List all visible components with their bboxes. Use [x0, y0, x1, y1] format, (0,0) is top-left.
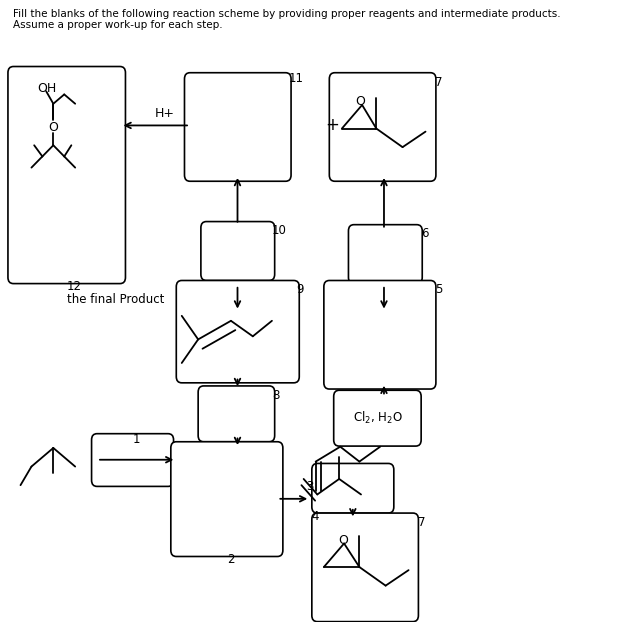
Text: 7: 7 — [418, 516, 426, 529]
Text: the final Product: the final Product — [67, 293, 164, 306]
Text: 10: 10 — [272, 224, 287, 237]
FancyBboxPatch shape — [324, 280, 436, 389]
Text: 2: 2 — [227, 553, 235, 566]
FancyBboxPatch shape — [92, 434, 173, 487]
Text: 1: 1 — [132, 434, 140, 447]
Text: OH: OH — [37, 82, 56, 95]
FancyBboxPatch shape — [312, 513, 419, 622]
FancyBboxPatch shape — [329, 73, 436, 181]
FancyBboxPatch shape — [348, 225, 422, 283]
Text: Cl$_2$, H$_2$O: Cl$_2$, H$_2$O — [353, 410, 402, 426]
Text: 8: 8 — [272, 389, 280, 402]
FancyBboxPatch shape — [8, 67, 125, 283]
Text: O: O — [355, 95, 365, 108]
Text: 12: 12 — [67, 280, 82, 293]
Text: H+: H+ — [154, 107, 175, 120]
FancyBboxPatch shape — [198, 386, 275, 442]
FancyBboxPatch shape — [185, 73, 291, 181]
Text: O: O — [49, 121, 58, 134]
Text: 6: 6 — [421, 227, 429, 240]
FancyBboxPatch shape — [312, 464, 394, 513]
FancyBboxPatch shape — [201, 222, 275, 280]
Text: 5: 5 — [435, 283, 442, 297]
Text: 3: 3 — [306, 480, 314, 493]
Text: Assume a proper work-up for each step.: Assume a proper work-up for each step. — [13, 20, 223, 30]
Text: 4: 4 — [311, 510, 319, 523]
Text: Fill the blanks of the following reaction scheme by providing proper reagents an: Fill the blanks of the following reactio… — [13, 9, 561, 19]
Text: O: O — [338, 534, 348, 547]
Text: 9: 9 — [296, 283, 304, 297]
FancyBboxPatch shape — [177, 280, 300, 383]
FancyBboxPatch shape — [171, 442, 283, 556]
FancyBboxPatch shape — [334, 390, 421, 446]
Text: 7: 7 — [435, 75, 442, 88]
Text: +: + — [325, 117, 339, 135]
Text: 11: 11 — [288, 72, 303, 85]
